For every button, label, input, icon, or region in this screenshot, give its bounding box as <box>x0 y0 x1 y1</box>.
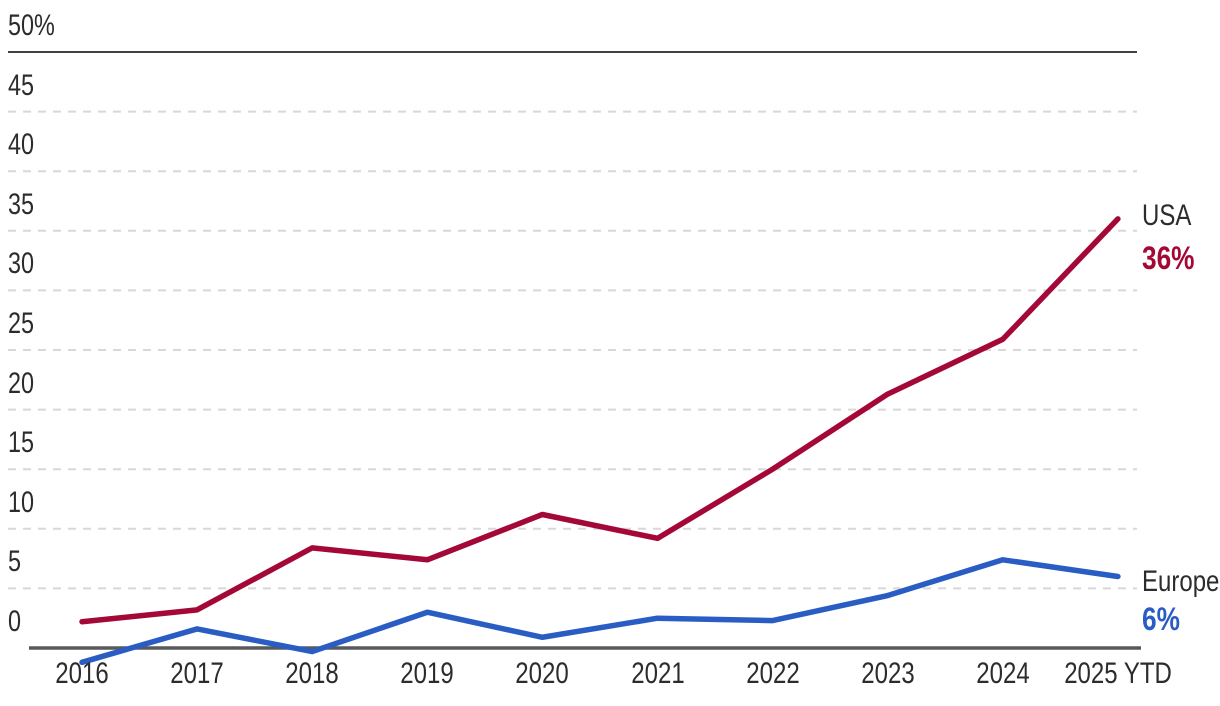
series-line-europe <box>79 557 1121 666</box>
series-line-usa <box>79 216 1121 625</box>
series-end-value-europe: 6% <box>1142 601 1180 637</box>
y-tick-label: 30 <box>8 247 35 281</box>
series-end-value-usa: 36% <box>1142 240 1195 276</box>
y-tick-label: 25 <box>8 307 35 340</box>
x-tick-label: 2023 <box>860 657 915 690</box>
x-tick-label: 2024 <box>976 657 1030 690</box>
x-tick-label: 2022 <box>745 657 800 690</box>
y-tick-label: 10 <box>8 485 35 519</box>
y-tick-label: 50% <box>8 9 55 42</box>
series-label-europe: Europe <box>1142 565 1220 598</box>
x-tick-label: 2019 <box>400 657 454 690</box>
x-tick-label: 2016 <box>55 657 109 690</box>
x-tick-label: 2021 <box>630 657 685 690</box>
series-label-usa: USA <box>1142 199 1192 232</box>
x-tick-label: 2025 YTD <box>1064 657 1172 690</box>
x-tick-label: 2017 <box>170 657 224 690</box>
x-tick-label: 2020 <box>515 657 570 690</box>
y-tick-label: 20 <box>8 366 35 400</box>
y-tick-label: 35 <box>8 187 35 221</box>
y-tick-label: 0 <box>8 605 22 638</box>
x-tick-label: 2018 <box>285 657 339 690</box>
y-tick-label: 5 <box>8 545 22 579</box>
y-tick-label: 40 <box>8 128 35 162</box>
y-tick-label: 15 <box>8 426 35 460</box>
y-tick-label: 45 <box>8 68 35 102</box>
